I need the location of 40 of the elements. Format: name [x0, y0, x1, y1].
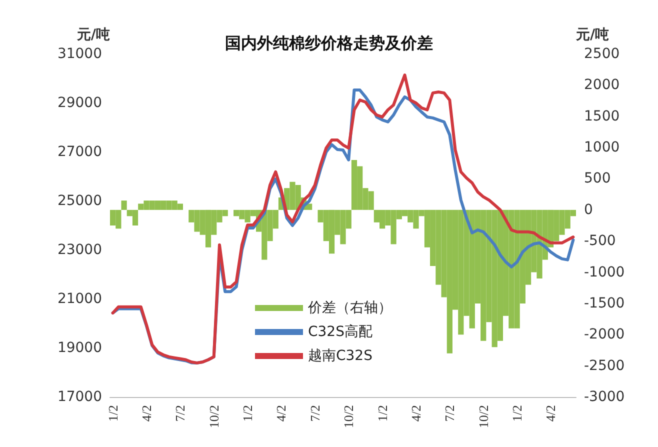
y-tick-label: 19000 — [57, 340, 102, 356]
x-tick-label: 4/2 — [274, 405, 289, 422]
y2-tick-label: -1000 — [584, 264, 625, 280]
y-tick-label: 25000 — [57, 193, 102, 209]
y2-tick-label: -1500 — [584, 295, 625, 312]
x-tick-label: 1/2 — [374, 405, 390, 422]
y-tick-label: 17000 — [57, 389, 102, 405]
y-tick-label: 21000 — [57, 291, 102, 307]
y2-axis-title: 元/吨 — [575, 27, 610, 43]
legend-label: 越南C32S — [308, 348, 373, 364]
y2-tick-label: -2000 — [584, 326, 625, 343]
y-tick-label: 27000 — [57, 144, 102, 160]
y2-tick-label: -500 — [584, 233, 616, 250]
x-tick-label: 4/2 — [543, 405, 558, 422]
y2-tick-label: -2500 — [584, 358, 625, 374]
y2-tick-label: -3000 — [584, 389, 625, 405]
y-axis-title: 元/吨 — [76, 27, 110, 43]
y2-tick-label: 500 — [584, 170, 611, 187]
chart-title: 国内外纯棉纱价格走势及价差 — [225, 34, 433, 52]
x-tick-label: 1/2 — [510, 405, 525, 422]
y2-tick-label: 2500 — [584, 46, 620, 62]
x-tick-label: 10/2 — [476, 405, 491, 428]
y-tick-label: 31000 — [57, 46, 102, 62]
y-tick-label: 29000 — [57, 95, 102, 111]
y2-tick-label: 0 — [584, 202, 593, 218]
x-tick-label: 1/2 — [240, 405, 256, 422]
x-tick-label: 4/2 — [138, 405, 154, 422]
legend-label: 价差（右轴） — [307, 300, 392, 316]
x-tick-label: 1/2 — [105, 405, 120, 422]
y2-tick-label: 1500 — [584, 108, 620, 124]
x-tick-label: 10/2 — [341, 405, 356, 428]
x-tick-label: 10/2 — [206, 405, 222, 428]
y-tick-label: 23000 — [57, 242, 102, 258]
y2-tick-label: 1000 — [584, 140, 620, 156]
x-tick-label: 7/2 — [172, 405, 188, 422]
x-tick-label: 4/2 — [408, 405, 424, 422]
x-tick-label: 7/2 — [442, 405, 458, 422]
x-tick-label: 7/2 — [307, 405, 322, 422]
y2-tick-label: 2000 — [584, 77, 620, 94]
legend-label: C32S高配 — [308, 324, 372, 340]
